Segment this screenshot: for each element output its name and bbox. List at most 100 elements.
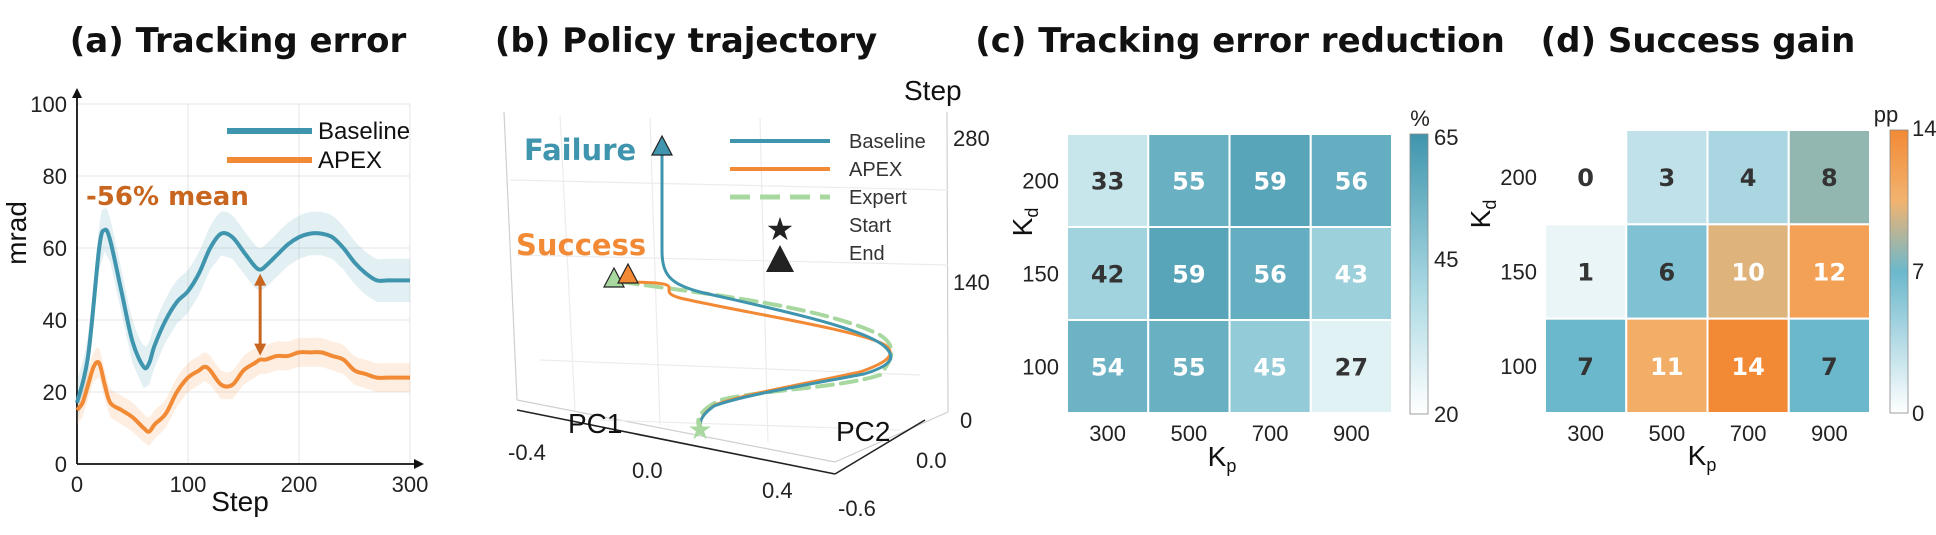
series-line bbox=[75, 350, 410, 434]
heatmap-cell bbox=[1309, 319, 1393, 414]
panel-c-colorbar-tick: 45 bbox=[1434, 247, 1458, 272]
y-tick-label: 100 bbox=[1500, 354, 1537, 379]
panel-a-title: (a) Tracking error bbox=[70, 21, 407, 61]
y-tick-label: 20 bbox=[43, 380, 67, 405]
heatmap-value: 33 bbox=[1091, 168, 1124, 196]
heatmap-cell bbox=[1625, 129, 1709, 226]
y-tick-label: 150 bbox=[1500, 260, 1537, 285]
heatmap-value: 4 bbox=[1740, 164, 1757, 192]
baseline-trajectory bbox=[660, 148, 893, 430]
heatmap-cell bbox=[1787, 317, 1871, 414]
heatmap-cell bbox=[1787, 129, 1871, 226]
heatmap-value: 11 bbox=[1650, 353, 1683, 381]
panel-b-pc2-label: PC2 bbox=[836, 416, 890, 447]
heatmap-value: 42 bbox=[1091, 261, 1124, 289]
panel-b-legend: Baseline APEX Expert ★ Start End bbox=[730, 131, 926, 272]
y-tick-label: 60 bbox=[43, 236, 67, 261]
ylabel-subscript: d bbox=[1480, 200, 1500, 210]
y-tick-label: 40 bbox=[43, 308, 67, 333]
legend-label: Baseline bbox=[318, 118, 410, 145]
legend-apex-label: APEX bbox=[849, 159, 902, 181]
panel-b-x-tick: 0.4 bbox=[762, 478, 793, 503]
panel-c-colorbar-tick: 20 bbox=[1434, 402, 1458, 427]
panel-d-colorbar-tick: 0 bbox=[1912, 401, 1924, 426]
heatmap-cell bbox=[1625, 223, 1709, 320]
panel-b-x-tick: 0.0 bbox=[632, 458, 663, 483]
heatmap-cell bbox=[1544, 317, 1628, 414]
panel-b-failure-label: Failure bbox=[524, 133, 636, 167]
xlabel-main: K bbox=[1208, 441, 1227, 472]
panel-b-axis-lines bbox=[516, 409, 926, 475]
heatmap-value: 45 bbox=[1253, 354, 1286, 382]
expert-trajectory bbox=[620, 280, 894, 430]
heatmap-value: 6 bbox=[1659, 259, 1676, 287]
x-tick-label: 200 bbox=[281, 472, 318, 497]
gap-arrow-head bbox=[254, 273, 267, 286]
baseline-end-triangle bbox=[651, 134, 673, 156]
heatmap-value: 3 bbox=[1659, 164, 1676, 192]
x-tick-label: 100 bbox=[170, 472, 207, 497]
series-line bbox=[75, 227, 410, 404]
y-tick-label: 200 bbox=[1500, 165, 1537, 190]
axis-edge bbox=[516, 399, 836, 463]
panel-c-title: (c) Tracking error reduction bbox=[975, 21, 1505, 61]
heatmap-value: 55 bbox=[1172, 354, 1205, 382]
panel-d-ylabel: Kd bbox=[1465, 200, 1500, 229]
heatmap-value: 12 bbox=[1813, 259, 1846, 287]
panel-d-heatmap: 0 3 4 8 1 6 10 12 7 11 14 7 300 500 700 900 200 150 100 bbox=[1500, 129, 1871, 446]
x-tick-label: 900 bbox=[1811, 421, 1848, 446]
xlabel-subscript: p bbox=[1226, 456, 1236, 476]
heatmap-cell bbox=[1228, 133, 1312, 228]
gridline bbox=[759, 117, 769, 443]
x-tick-label: 500 bbox=[1171, 421, 1208, 446]
heatmap-value: 7 bbox=[1821, 353, 1838, 381]
x-tick-label: 700 bbox=[1252, 421, 1289, 446]
panel-b-title: (b) Policy trajectory bbox=[495, 21, 877, 61]
panel-b-success-label: Success bbox=[516, 228, 646, 262]
pc1-axis-line bbox=[516, 409, 836, 475]
x-tick-label: 300 bbox=[392, 472, 429, 497]
heatmap-cell bbox=[1544, 129, 1628, 226]
ylabel-main: K bbox=[1465, 209, 1496, 228]
panel-c-heatmap: 33 55 59 56 42 59 56 43 54 55 45 27 300 500 700 900 200 1… bbox=[1022, 133, 1393, 446]
apex-end-triangle bbox=[617, 262, 639, 284]
gridline bbox=[509, 179, 949, 191]
heatmap-value: 59 bbox=[1253, 168, 1286, 196]
heatmap-value: 56 bbox=[1335, 168, 1368, 196]
legend-expert-label: Expert bbox=[849, 187, 907, 209]
gap-arrow-head bbox=[254, 343, 267, 356]
panel-d-xlabel: Kp bbox=[1688, 440, 1717, 475]
y-tick-label: 100 bbox=[30, 92, 67, 117]
panel-b-z-tick: 140 bbox=[953, 270, 990, 295]
panel-c-colorbar-tick: 65 bbox=[1434, 125, 1458, 150]
xlabel-subscript: p bbox=[1706, 455, 1716, 475]
axis-edge bbox=[503, 111, 518, 401]
panel-b-y-tick: 0.0 bbox=[916, 448, 947, 473]
panel-c-colorbar-label: % bbox=[1410, 106, 1430, 131]
panel-c-ylabel: Kd bbox=[1007, 208, 1042, 237]
panel-d-colorbar-label: pp bbox=[1874, 102, 1898, 127]
heatmap-cell bbox=[1625, 317, 1709, 414]
legend-end-label: End bbox=[849, 243, 885, 265]
panel-b-z-axis-label: Step bbox=[904, 75, 962, 106]
panel-c-xlabel: Kp bbox=[1208, 441, 1237, 476]
panel-b-x-tick: -0.4 bbox=[508, 440, 546, 465]
heatmap-value: 14 bbox=[1731, 353, 1764, 381]
heatmap-cell bbox=[1147, 133, 1231, 228]
x-tick-label: 300 bbox=[1567, 421, 1604, 446]
x-tick-label: 0 bbox=[71, 472, 83, 497]
panel-b-pc1-label: PC1 bbox=[568, 408, 622, 439]
heatmap-value: 56 bbox=[1253, 261, 1286, 289]
legend-baseline-label: Baseline bbox=[849, 131, 926, 153]
heatmap-cell bbox=[1706, 317, 1790, 414]
y-axis-arrow bbox=[72, 88, 82, 98]
panel-a-xlabel: Step bbox=[211, 486, 269, 517]
heatmap-cell bbox=[1544, 223, 1628, 320]
panel-a-ylabel: mrad bbox=[1, 201, 32, 265]
heatmap-value: 10 bbox=[1731, 259, 1764, 287]
gridline bbox=[599, 419, 901, 431]
heatmap-value: 54 bbox=[1091, 354, 1124, 382]
panel-c-colorbar bbox=[1409, 133, 1429, 415]
heatmap-value: 27 bbox=[1335, 354, 1368, 382]
